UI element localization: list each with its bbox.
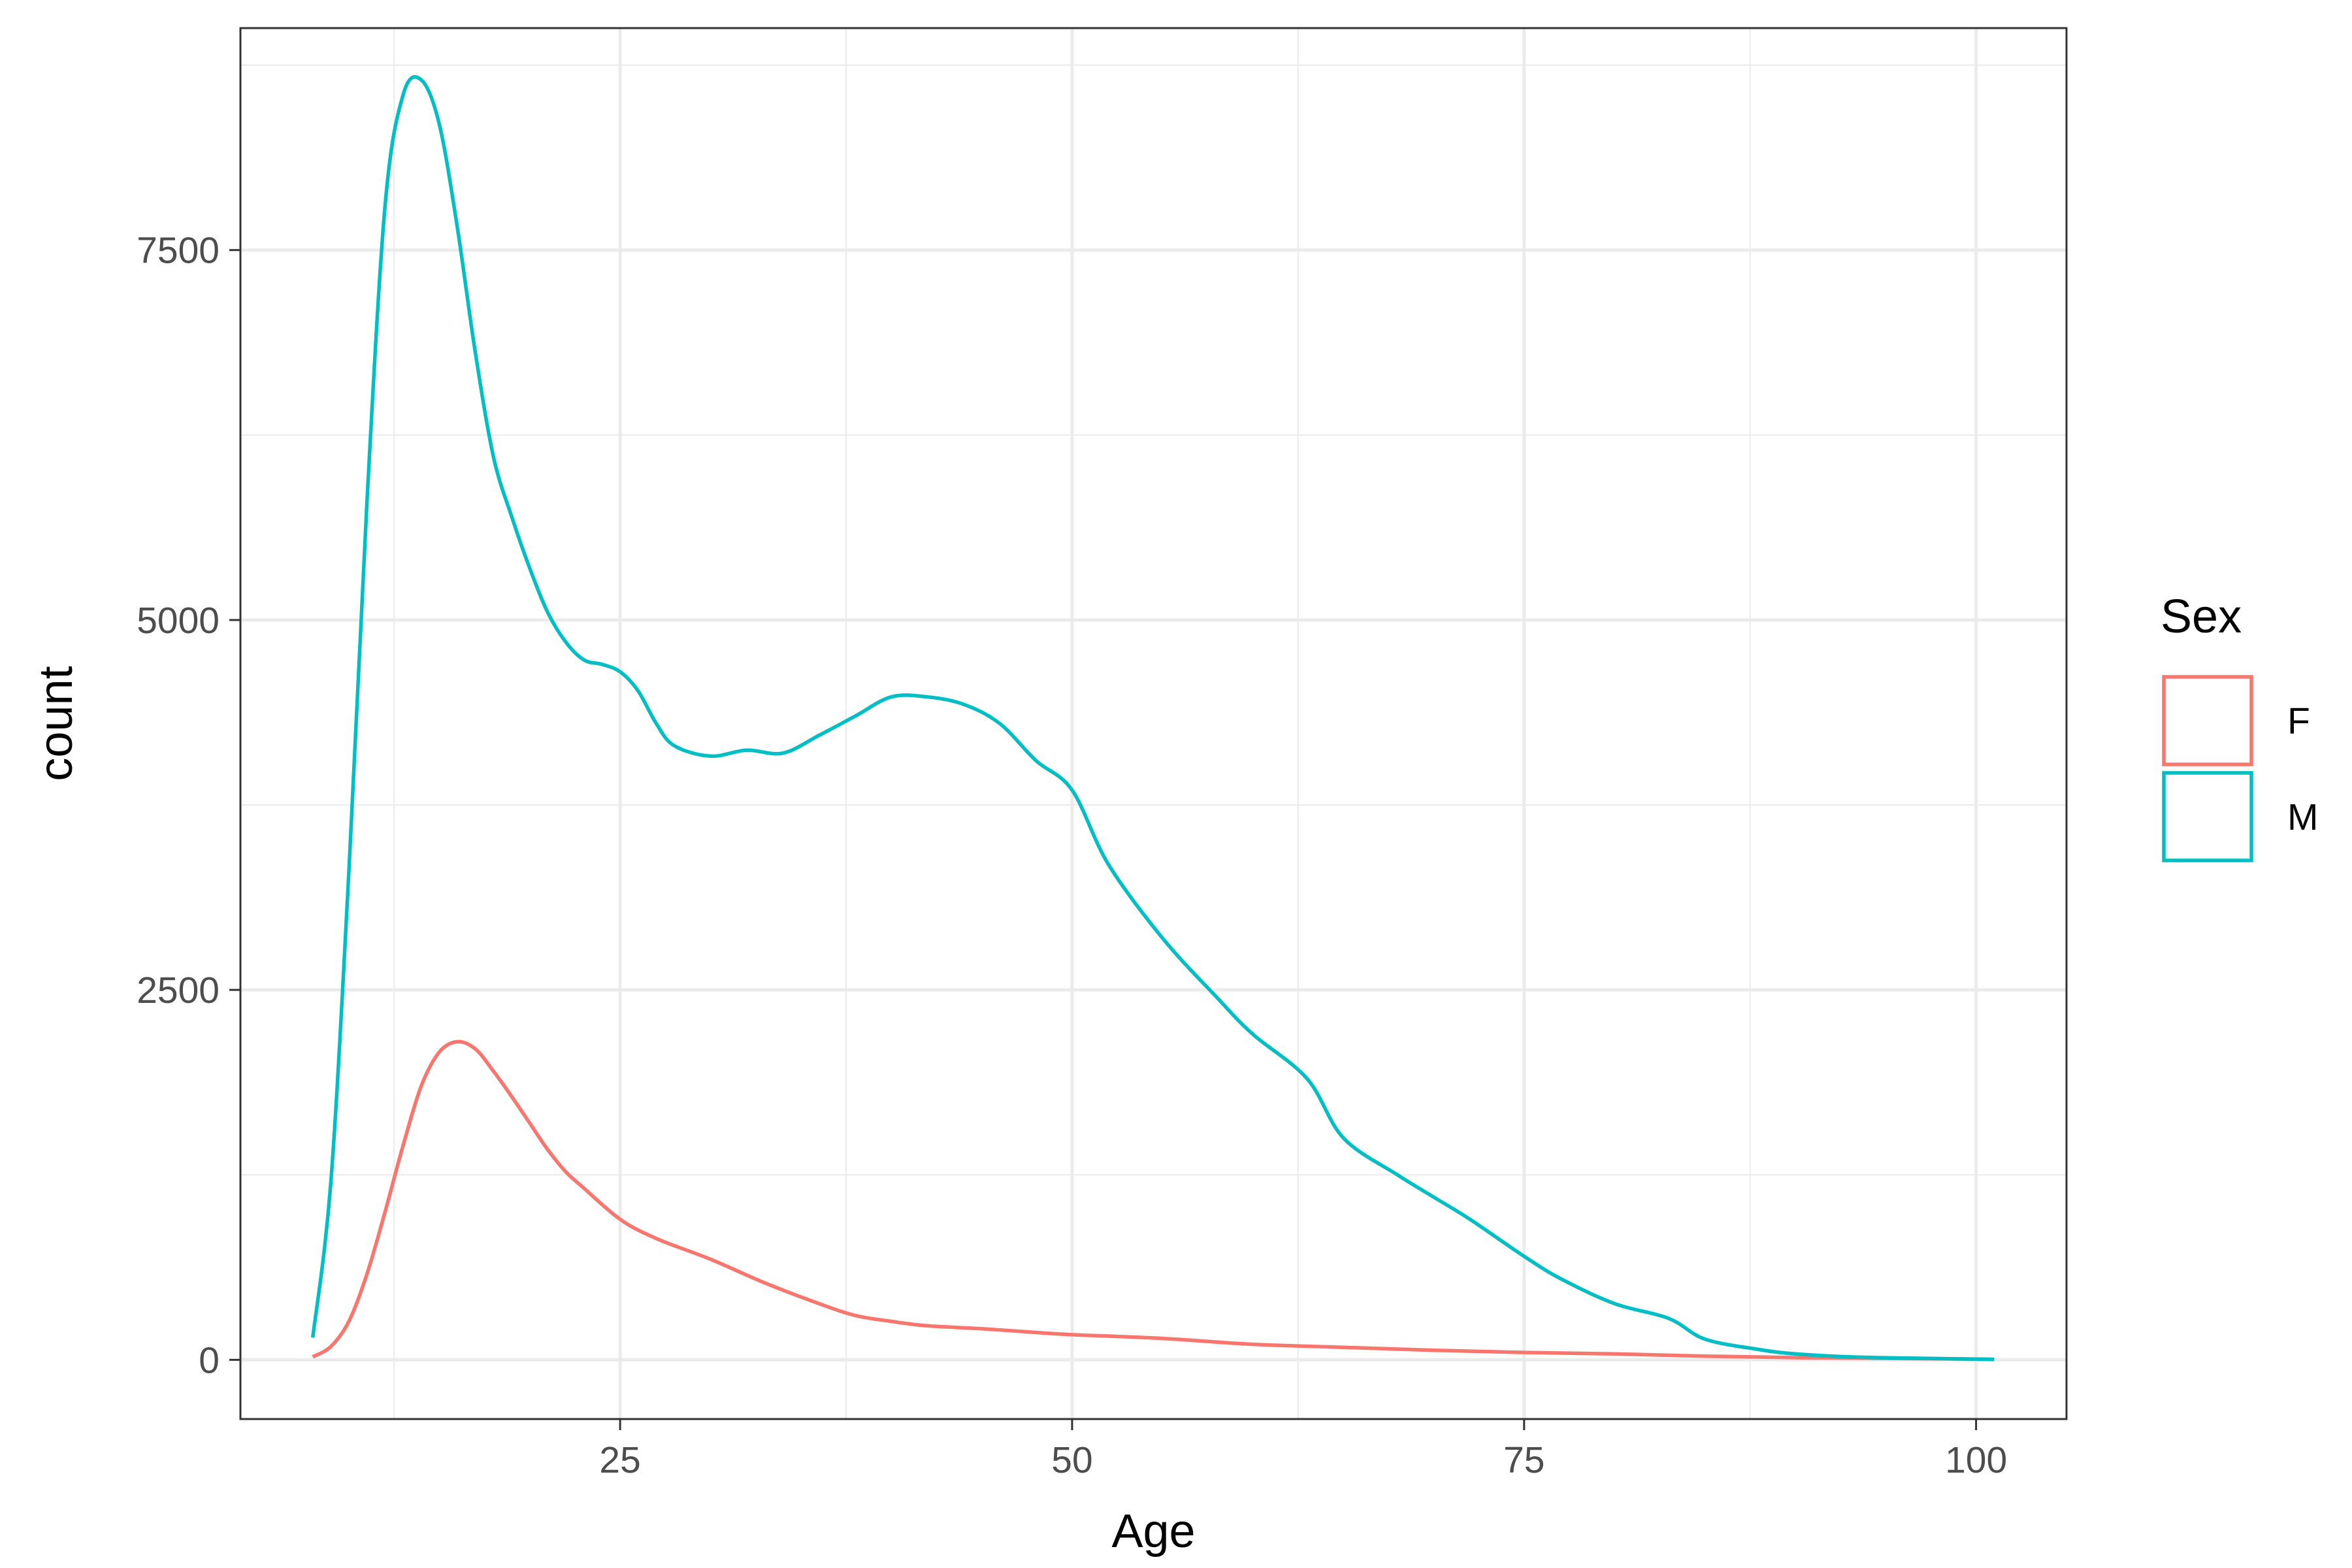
minor-gridlines: [240, 28, 2066, 1419]
legend-items: FM: [2162, 675, 2318, 862]
legend-label-f: F: [2287, 700, 2310, 742]
legend: Sex FM: [2161, 591, 2318, 862]
series-line-f: [312, 1039, 1995, 1362]
x-axis-title: Age: [1111, 1505, 1195, 1558]
x-tick-label: 25: [599, 1439, 640, 1481]
legend-title: Sex: [2161, 591, 2242, 643]
panel-border: [239, 27, 2068, 1420]
panel-background: [240, 28, 2066, 1419]
series-lines: [310, 74, 1995, 1362]
y-tick-label: 2500: [137, 970, 220, 1011]
y-tick-label: 7500: [137, 230, 220, 272]
major-gridlines: [240, 28, 2066, 1419]
y-tick-label: 0: [199, 1339, 220, 1381]
y-tick-label: 5000: [137, 600, 220, 642]
x-tick-label: 50: [1051, 1439, 1092, 1481]
plot-panel: [239, 27, 2068, 1420]
legend-label-m: M: [2287, 796, 2318, 838]
x-axis: 25 50 75 100: [599, 1419, 2007, 1481]
x-tick-label: 100: [1945, 1439, 2007, 1481]
y-axis-title: count: [30, 666, 82, 781]
series-line-m: [310, 74, 1995, 1362]
x-tick-label: 75: [1503, 1439, 1544, 1481]
y-axis: 0 2500 5000 7500: [137, 230, 240, 1381]
legend-key-f: [2162, 675, 2253, 766]
legend-key-m: [2162, 771, 2253, 862]
